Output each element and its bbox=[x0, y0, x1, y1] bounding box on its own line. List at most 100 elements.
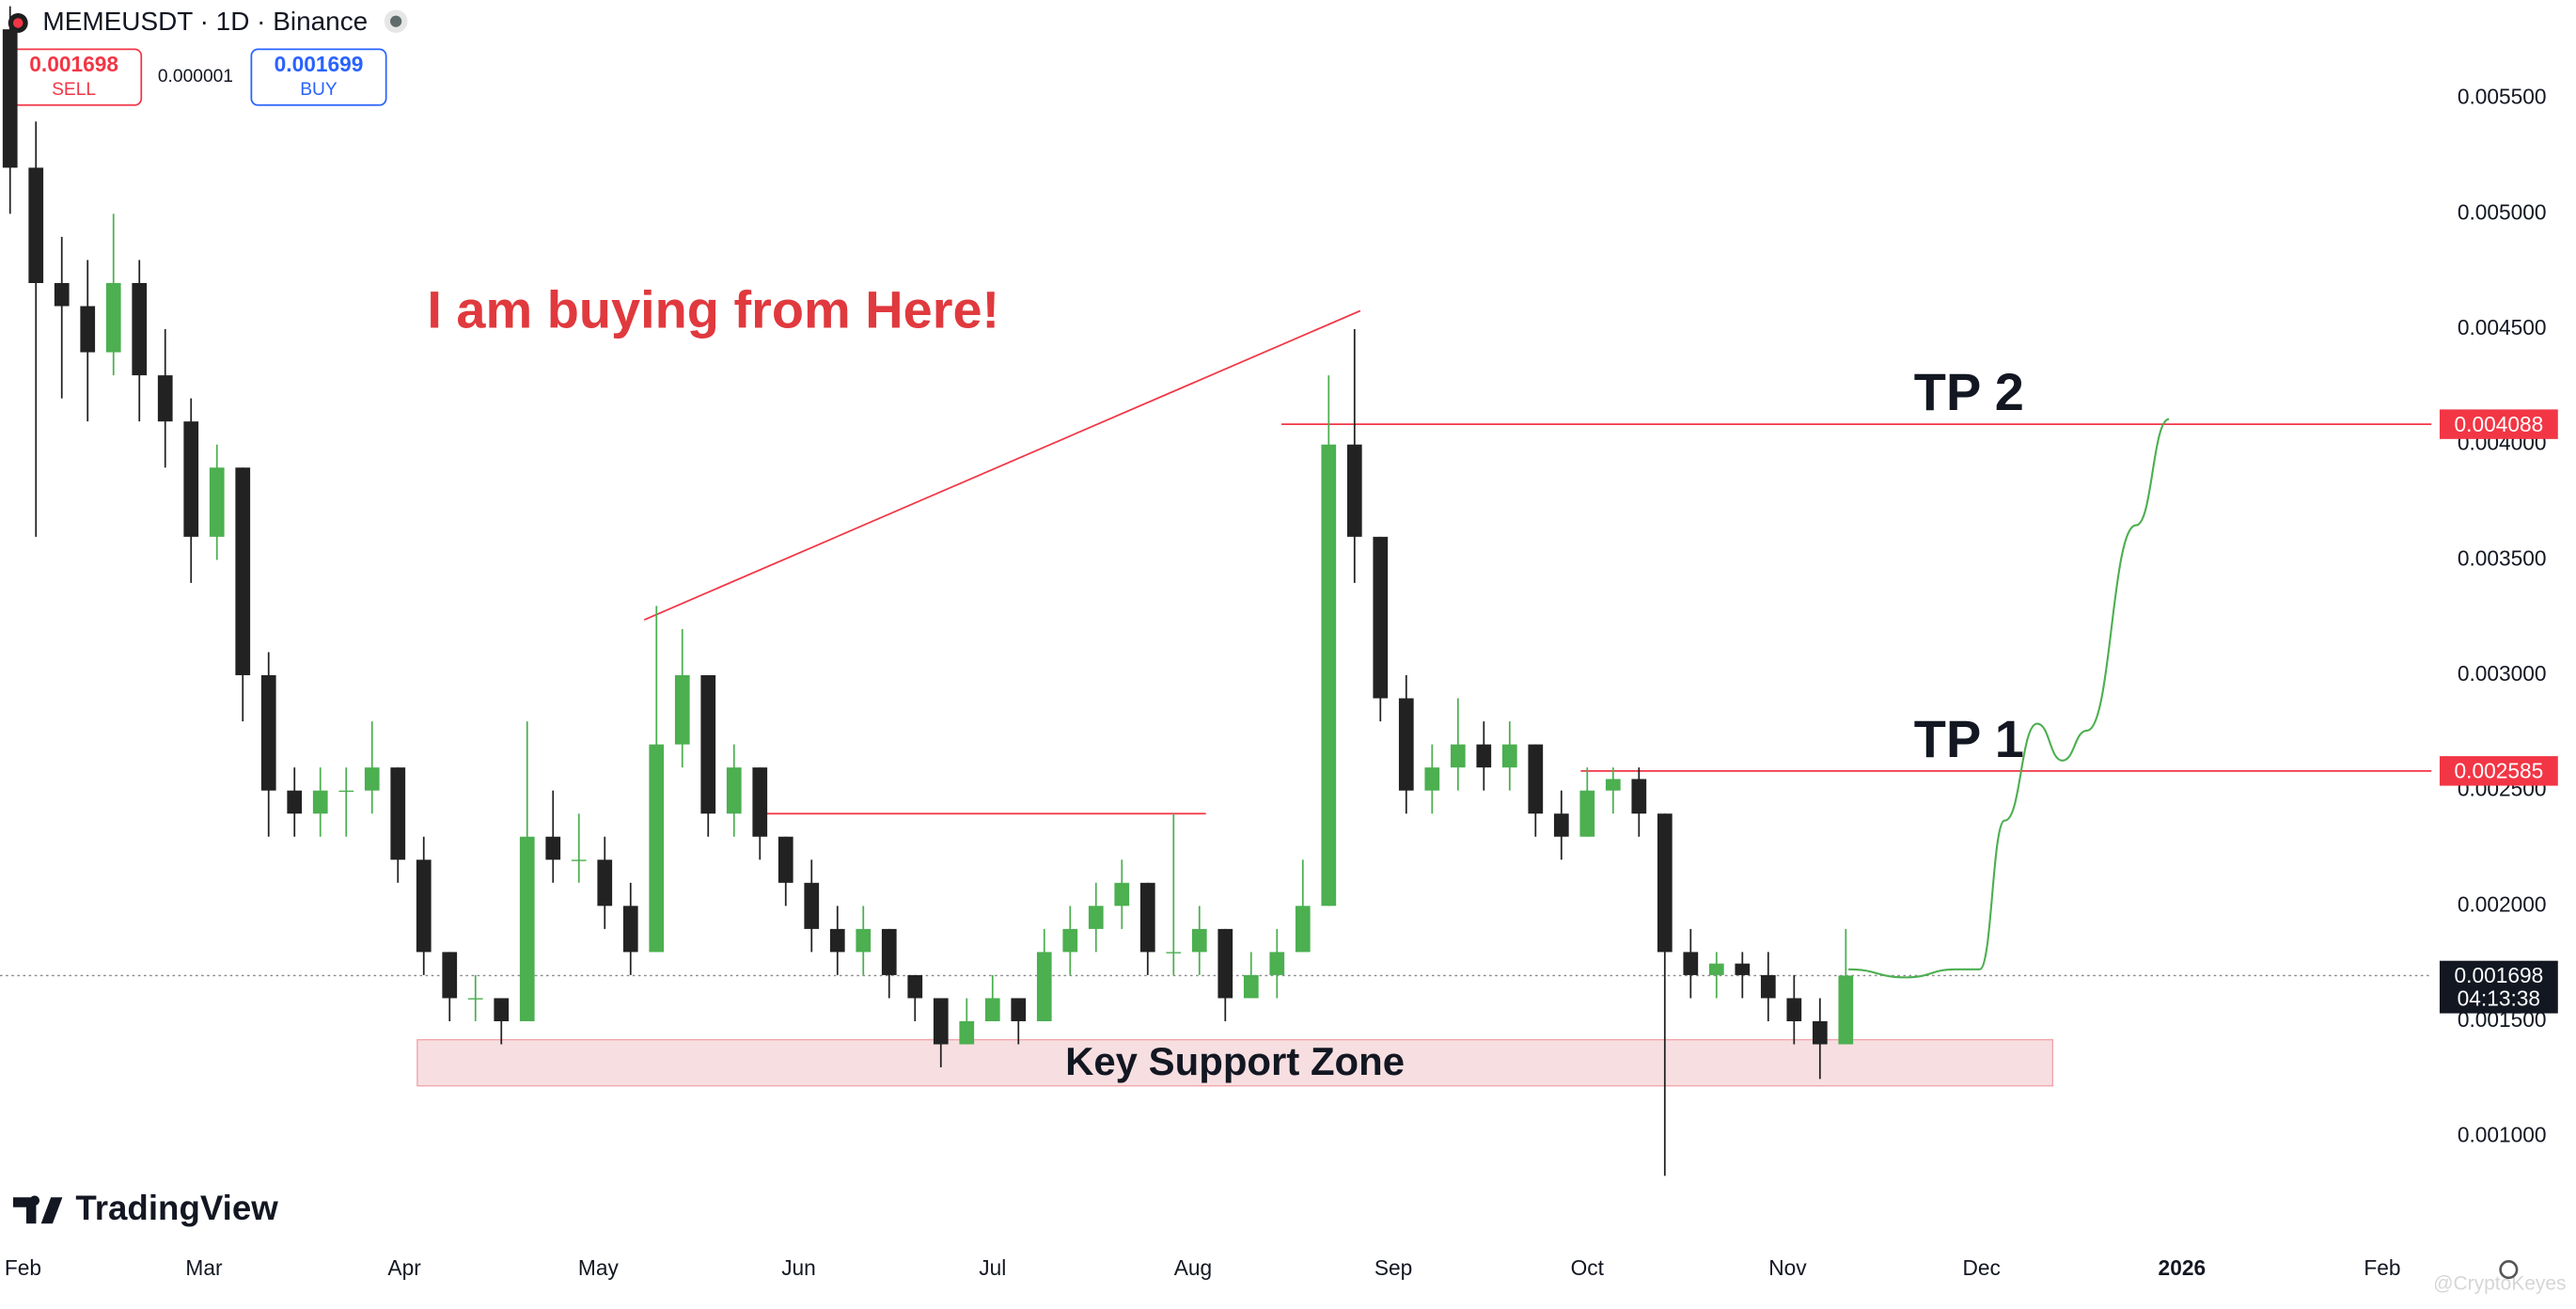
branding: TradingView @CryptoKeyes bbox=[12, 1189, 2567, 1294]
candle-body bbox=[545, 836, 561, 860]
y-tick-label: 0.005000 bbox=[2458, 199, 2547, 224]
trend-line bbox=[643, 309, 1361, 621]
buy-label: BUY bbox=[300, 80, 338, 100]
candle-body bbox=[1553, 813, 1569, 837]
candle-body bbox=[183, 421, 199, 537]
sell-price: 0.001698 bbox=[29, 52, 118, 76]
candle-body bbox=[1760, 974, 1776, 999]
candle-body bbox=[1295, 906, 1311, 953]
candle-body bbox=[752, 767, 768, 837]
candle-body bbox=[338, 790, 354, 793]
y-tick-label: 0.001000 bbox=[2458, 1123, 2547, 1147]
candle-body bbox=[1139, 882, 1155, 953]
price-tag-label: 0.004088 bbox=[2455, 412, 2544, 436]
candle-body bbox=[390, 767, 406, 860]
candle-body bbox=[1088, 906, 1104, 929]
candle-body bbox=[1838, 975, 1854, 1045]
candle-body bbox=[649, 744, 665, 953]
last-price-tag bbox=[2439, 960, 2558, 1014]
symbol: MEMEUSDT · 1D · Binance bbox=[42, 7, 368, 36]
logo-mark bbox=[12, 1195, 63, 1224]
projection-line bbox=[1848, 418, 2170, 979]
candle-body bbox=[1476, 744, 1492, 768]
x-tick-label: May bbox=[578, 1255, 620, 1280]
candle-body bbox=[1321, 444, 1337, 907]
candle-body bbox=[467, 998, 483, 1000]
candle-body bbox=[622, 906, 638, 953]
x-tick-label: Jun bbox=[781, 1255, 816, 1280]
x-tick-label: Apr bbox=[387, 1255, 421, 1280]
y-tick-label: 0.003500 bbox=[2458, 545, 2547, 570]
candle-body bbox=[80, 306, 96, 353]
candle-body bbox=[1373, 536, 1389, 699]
candle-body bbox=[494, 998, 510, 1021]
candle-body bbox=[1450, 744, 1466, 768]
candle-body bbox=[700, 675, 716, 814]
candle-body bbox=[1424, 767, 1440, 791]
x-tick-label: 2026 bbox=[2159, 1255, 2207, 1280]
price-tag bbox=[2439, 756, 2558, 786]
candle-body bbox=[1786, 998, 1802, 1021]
candle-body bbox=[1398, 698, 1414, 791]
candle-body bbox=[1062, 928, 1078, 953]
candle-body bbox=[804, 882, 820, 929]
annotation-title: I am buying from Here! bbox=[427, 279, 999, 339]
x-tick-label: Mar bbox=[185, 1255, 223, 1280]
candle-body bbox=[442, 952, 458, 999]
candle-body bbox=[2, 29, 18, 168]
candle-body bbox=[235, 467, 251, 676]
candle-body bbox=[1036, 952, 1052, 1021]
candle-body bbox=[28, 167, 44, 283]
candle-body bbox=[1269, 952, 1285, 975]
buy-button[interactable] bbox=[250, 48, 387, 106]
candle-body bbox=[287, 790, 303, 814]
candle-body bbox=[105, 282, 121, 353]
x-tick-label: Oct bbox=[1571, 1255, 1605, 1280]
candle-body bbox=[829, 928, 845, 953]
candle-body bbox=[209, 467, 225, 537]
candle-body bbox=[856, 928, 872, 953]
candle-body bbox=[1501, 744, 1517, 768]
candle-body bbox=[1114, 882, 1130, 907]
candle-body bbox=[1708, 963, 1724, 975]
candle-body bbox=[1217, 928, 1233, 999]
x-tick-label: Aug bbox=[1174, 1255, 1212, 1280]
x-tick-label: Jul bbox=[979, 1255, 1006, 1280]
target-label: TP 2 bbox=[1914, 362, 2024, 421]
candle-body bbox=[881, 928, 897, 975]
candle-body bbox=[1683, 952, 1699, 975]
sell-label: SELL bbox=[52, 80, 96, 100]
candle-body bbox=[1579, 790, 1595, 837]
settings-icon[interactable] bbox=[2499, 1260, 2519, 1280]
candle-body bbox=[416, 860, 432, 953]
candle-body bbox=[132, 282, 148, 376]
x-tick-label: Feb bbox=[5, 1255, 41, 1280]
candle-body bbox=[907, 974, 923, 999]
candle-body bbox=[933, 998, 949, 1045]
candle-body bbox=[1191, 928, 1207, 953]
y-tick-label: 0.005500 bbox=[2458, 85, 2547, 109]
symbol-icon-dot bbox=[12, 18, 24, 28]
candle-body bbox=[312, 790, 328, 814]
candle-body bbox=[984, 998, 1000, 1021]
buy-price: 0.001699 bbox=[275, 52, 364, 76]
candle-body bbox=[1166, 952, 1182, 954]
candle-body bbox=[674, 675, 690, 745]
candle-body bbox=[1346, 444, 1362, 537]
status-dot bbox=[390, 15, 402, 27]
countdown: 04:13:38 bbox=[2458, 986, 2540, 1011]
spread: 0.000001 bbox=[158, 67, 233, 87]
candle-body bbox=[157, 375, 173, 422]
last-price-label: 0.001698 bbox=[2455, 963, 2544, 987]
x-tick-label: Sep bbox=[1374, 1255, 1412, 1280]
target-label: TP 1 bbox=[1914, 709, 2024, 768]
candle-body bbox=[726, 767, 742, 814]
x-tick-label: Nov bbox=[1768, 1255, 1807, 1280]
candle-body bbox=[1657, 813, 1673, 953]
candle-body bbox=[1528, 744, 1544, 814]
watermark: @CryptoKeyes bbox=[2433, 1272, 2566, 1294]
y-tick-label: 0.003000 bbox=[2458, 661, 2547, 686]
x-tick-label: Feb bbox=[2364, 1255, 2400, 1280]
support-zone bbox=[416, 1038, 2054, 1087]
